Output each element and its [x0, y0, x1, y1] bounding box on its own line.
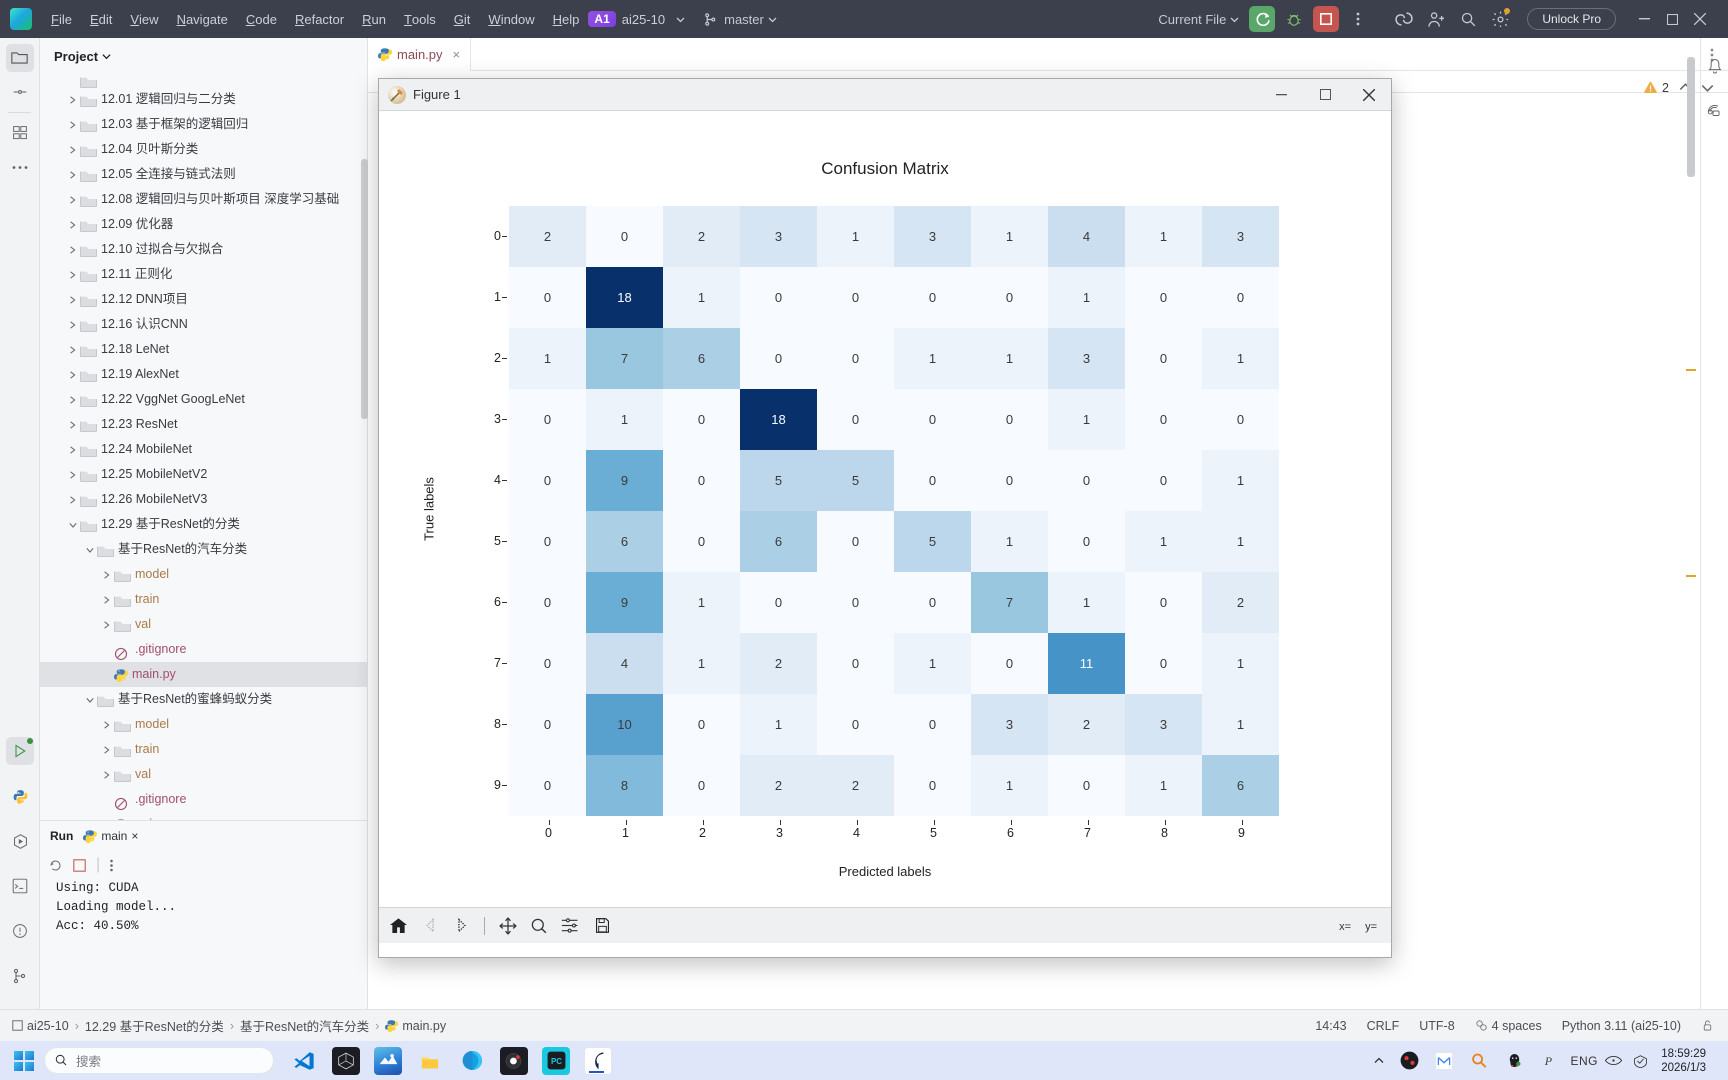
svg-text:PC: PC — [550, 1057, 561, 1066]
svg-text:P: P — [1543, 1054, 1552, 1068]
